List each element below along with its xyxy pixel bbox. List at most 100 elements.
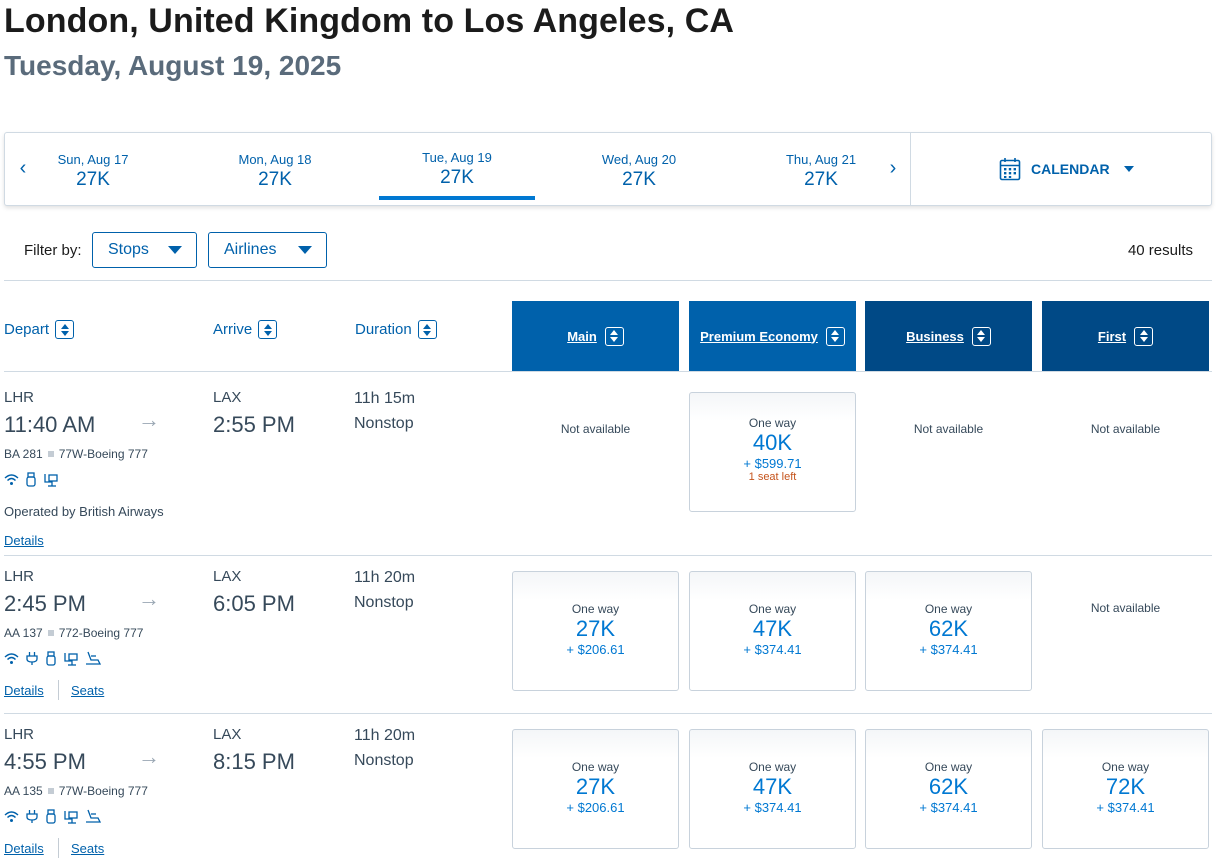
fare-cash: + $374.41 xyxy=(1096,800,1155,815)
page-subtitle-date: Tuesday, August 19, 2025 xyxy=(4,50,342,81)
fare-first-not-available: Not available xyxy=(1090,422,1161,436)
details-link[interactable]: Details xyxy=(4,841,44,856)
arrive-time: 2:55 PM xyxy=(213,412,295,437)
power-icon xyxy=(26,810,38,823)
fare-business-not-available: Not available xyxy=(913,422,984,436)
sort-icon xyxy=(825,326,845,346)
sort-icon xyxy=(1134,326,1154,346)
link-divider xyxy=(58,838,59,858)
depart-time: 2:45 PM xyxy=(4,591,86,616)
date-option-aug-20[interactable]: Wed, Aug 20 27K xyxy=(561,133,717,205)
chevron-right-icon[interactable]: › xyxy=(889,157,897,179)
date-option-aug-19-selected[interactable]: Tue, Aug 19 27K xyxy=(379,133,535,205)
origin-airport: LHR xyxy=(4,726,35,743)
page-title: London, United Kingdom to Los Angeles, C… xyxy=(4,2,735,40)
cabin-header-premium-economy[interactable]: Premium Economy xyxy=(689,301,856,371)
amenities xyxy=(4,809,101,824)
airlines-filter-label: Airlines xyxy=(224,241,277,258)
fare-main[interactable]: One way 27K + $206.61 xyxy=(512,729,679,849)
filter-label: Filter by: xyxy=(24,242,82,259)
aircraft-type: 77W-Boeing 777 xyxy=(58,447,148,461)
date-option-label: Wed, Aug 20 xyxy=(601,152,677,167)
fare-miles: 62K xyxy=(928,774,969,799)
fare-cash: + $374.41 xyxy=(919,800,978,815)
fare-miles: 27K xyxy=(575,774,616,799)
sort-duration-header[interactable]: Duration xyxy=(355,320,437,339)
seats-link[interactable]: Seats xyxy=(71,683,105,698)
destination-airport: LAX xyxy=(213,568,242,585)
date-option-price: 27K xyxy=(258,169,292,190)
date-option-aug-21[interactable]: Thu, Aug 21 27K xyxy=(743,133,899,205)
details-link[interactable]: Details xyxy=(4,683,44,698)
sort-icon xyxy=(971,326,991,346)
flight-duration: 11h 20m xyxy=(354,569,416,586)
fare-oneway-label: One way xyxy=(748,416,797,430)
seats-link[interactable]: Seats xyxy=(71,841,105,856)
separator-dot xyxy=(47,630,54,636)
sort-icon xyxy=(55,320,75,339)
chevron-down-icon xyxy=(1123,166,1134,172)
calendar-button[interactable]: CALENDAR xyxy=(999,157,1134,181)
sort-depart-header[interactable]: Depart xyxy=(4,320,75,339)
airlines-filter-button[interactable]: Airlines xyxy=(208,232,327,268)
stops-filter-button[interactable]: Stops xyxy=(92,232,197,268)
cabin-header-label: Premium Economy xyxy=(700,328,818,344)
date-option-aug-18[interactable]: Mon, Aug 18 27K xyxy=(197,133,353,205)
flight-number: AA 135 xyxy=(4,784,43,798)
date-option-label: Tue, Aug 19 xyxy=(422,150,492,165)
fare-oneway-label: One way xyxy=(571,602,620,616)
sort-icon xyxy=(258,320,278,339)
divider xyxy=(4,280,1212,281)
details-link[interactable]: Details xyxy=(4,533,44,548)
arrow-right-icon: → xyxy=(138,407,160,432)
arrow-right-icon: → xyxy=(138,586,160,611)
fare-miles: 40K xyxy=(752,430,793,455)
fare-premium-economy[interactable]: One way 47K + $374.41 xyxy=(689,571,856,691)
flight-duration: 11h 15m xyxy=(354,390,416,407)
power-icon xyxy=(26,652,38,665)
fare-oneway-label: One way xyxy=(748,760,797,774)
datebar-divider xyxy=(910,133,911,205)
flight-info: AA 135 77W-Boeing 777 xyxy=(4,784,148,798)
entertainment-icon xyxy=(44,474,58,487)
cabin-header-label: Business xyxy=(906,328,964,344)
usb-icon xyxy=(46,651,56,666)
divider xyxy=(4,371,1212,372)
fare-first[interactable]: One way 72K + $374.41 xyxy=(1042,729,1209,849)
link-divider xyxy=(58,680,59,700)
sort-arrive-header[interactable]: Arrive xyxy=(213,320,278,339)
fare-oneway-label: One way xyxy=(571,760,620,774)
fare-business[interactable]: One way 62K + $374.41 xyxy=(865,729,1032,849)
flight-info: AA 137 772-Boeing 777 xyxy=(4,626,143,640)
depart-time: 11:40 AM xyxy=(4,412,96,437)
fare-cash: + $374.41 xyxy=(919,642,978,657)
flight-number: BA 281 xyxy=(4,447,43,461)
fare-miles: 47K xyxy=(752,774,793,799)
date-option-aug-17[interactable]: Sun, Aug 17 27K xyxy=(15,133,171,205)
fare-main[interactable]: One way 27K + $206.61 xyxy=(512,571,679,691)
separator-dot xyxy=(47,788,54,794)
aircraft-type: 772-Boeing 777 xyxy=(58,626,144,640)
fare-premium-economy[interactable]: One way 47K + $374.41 xyxy=(689,729,856,849)
amenities xyxy=(4,472,59,487)
cabin-header-main[interactable]: Main xyxy=(512,301,679,371)
cabin-header-label: First xyxy=(1097,328,1127,344)
fare-miles: 27K xyxy=(575,616,616,641)
entertainment-icon xyxy=(64,653,78,666)
divider xyxy=(4,555,1212,556)
sort-icon xyxy=(417,320,437,339)
fare-cash: + $206.61 xyxy=(566,800,625,815)
cabin-header-first[interactable]: First xyxy=(1042,301,1209,371)
cabin-header-business[interactable]: Business xyxy=(865,301,1032,371)
chevron-left-icon[interactable]: ‹ xyxy=(19,157,27,179)
flight-row: LHR 11:40 AM → LAX 2:55 PM BA 281 77W-Bo… xyxy=(0,371,1222,555)
date-option-price: 27K xyxy=(76,169,110,190)
fare-business[interactable]: One way 62K + $374.41 xyxy=(865,571,1032,691)
results-count: 40 results xyxy=(1127,242,1193,259)
fare-miles: 72K xyxy=(1105,774,1146,799)
fare-premium-economy[interactable]: One way 40K + $599.71 1 seat left xyxy=(689,392,856,512)
fare-oneway-label: One way xyxy=(1101,760,1150,774)
date-option-price: 27K xyxy=(440,167,474,188)
amenities xyxy=(4,651,101,666)
flight-stops: Nonstop xyxy=(354,752,414,769)
